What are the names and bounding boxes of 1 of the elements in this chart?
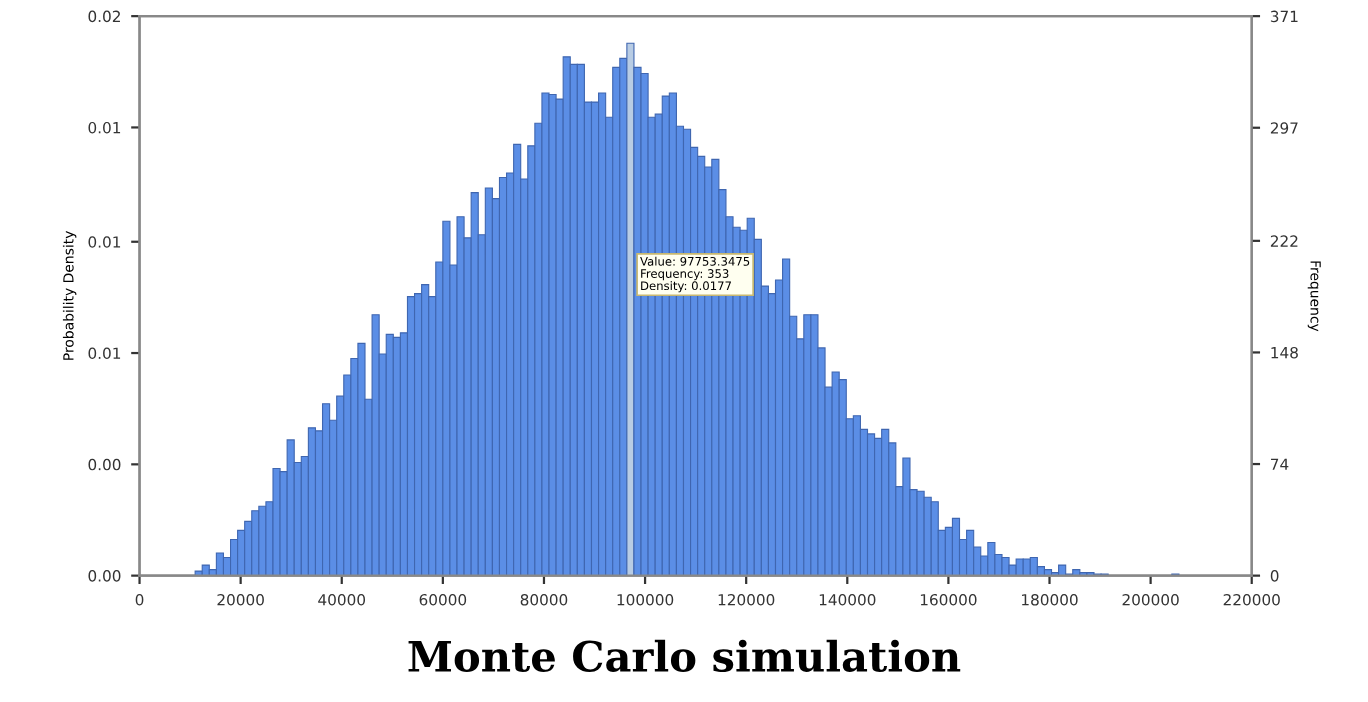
text: Monte Carlo simulation (408, 639, 961, 672)
